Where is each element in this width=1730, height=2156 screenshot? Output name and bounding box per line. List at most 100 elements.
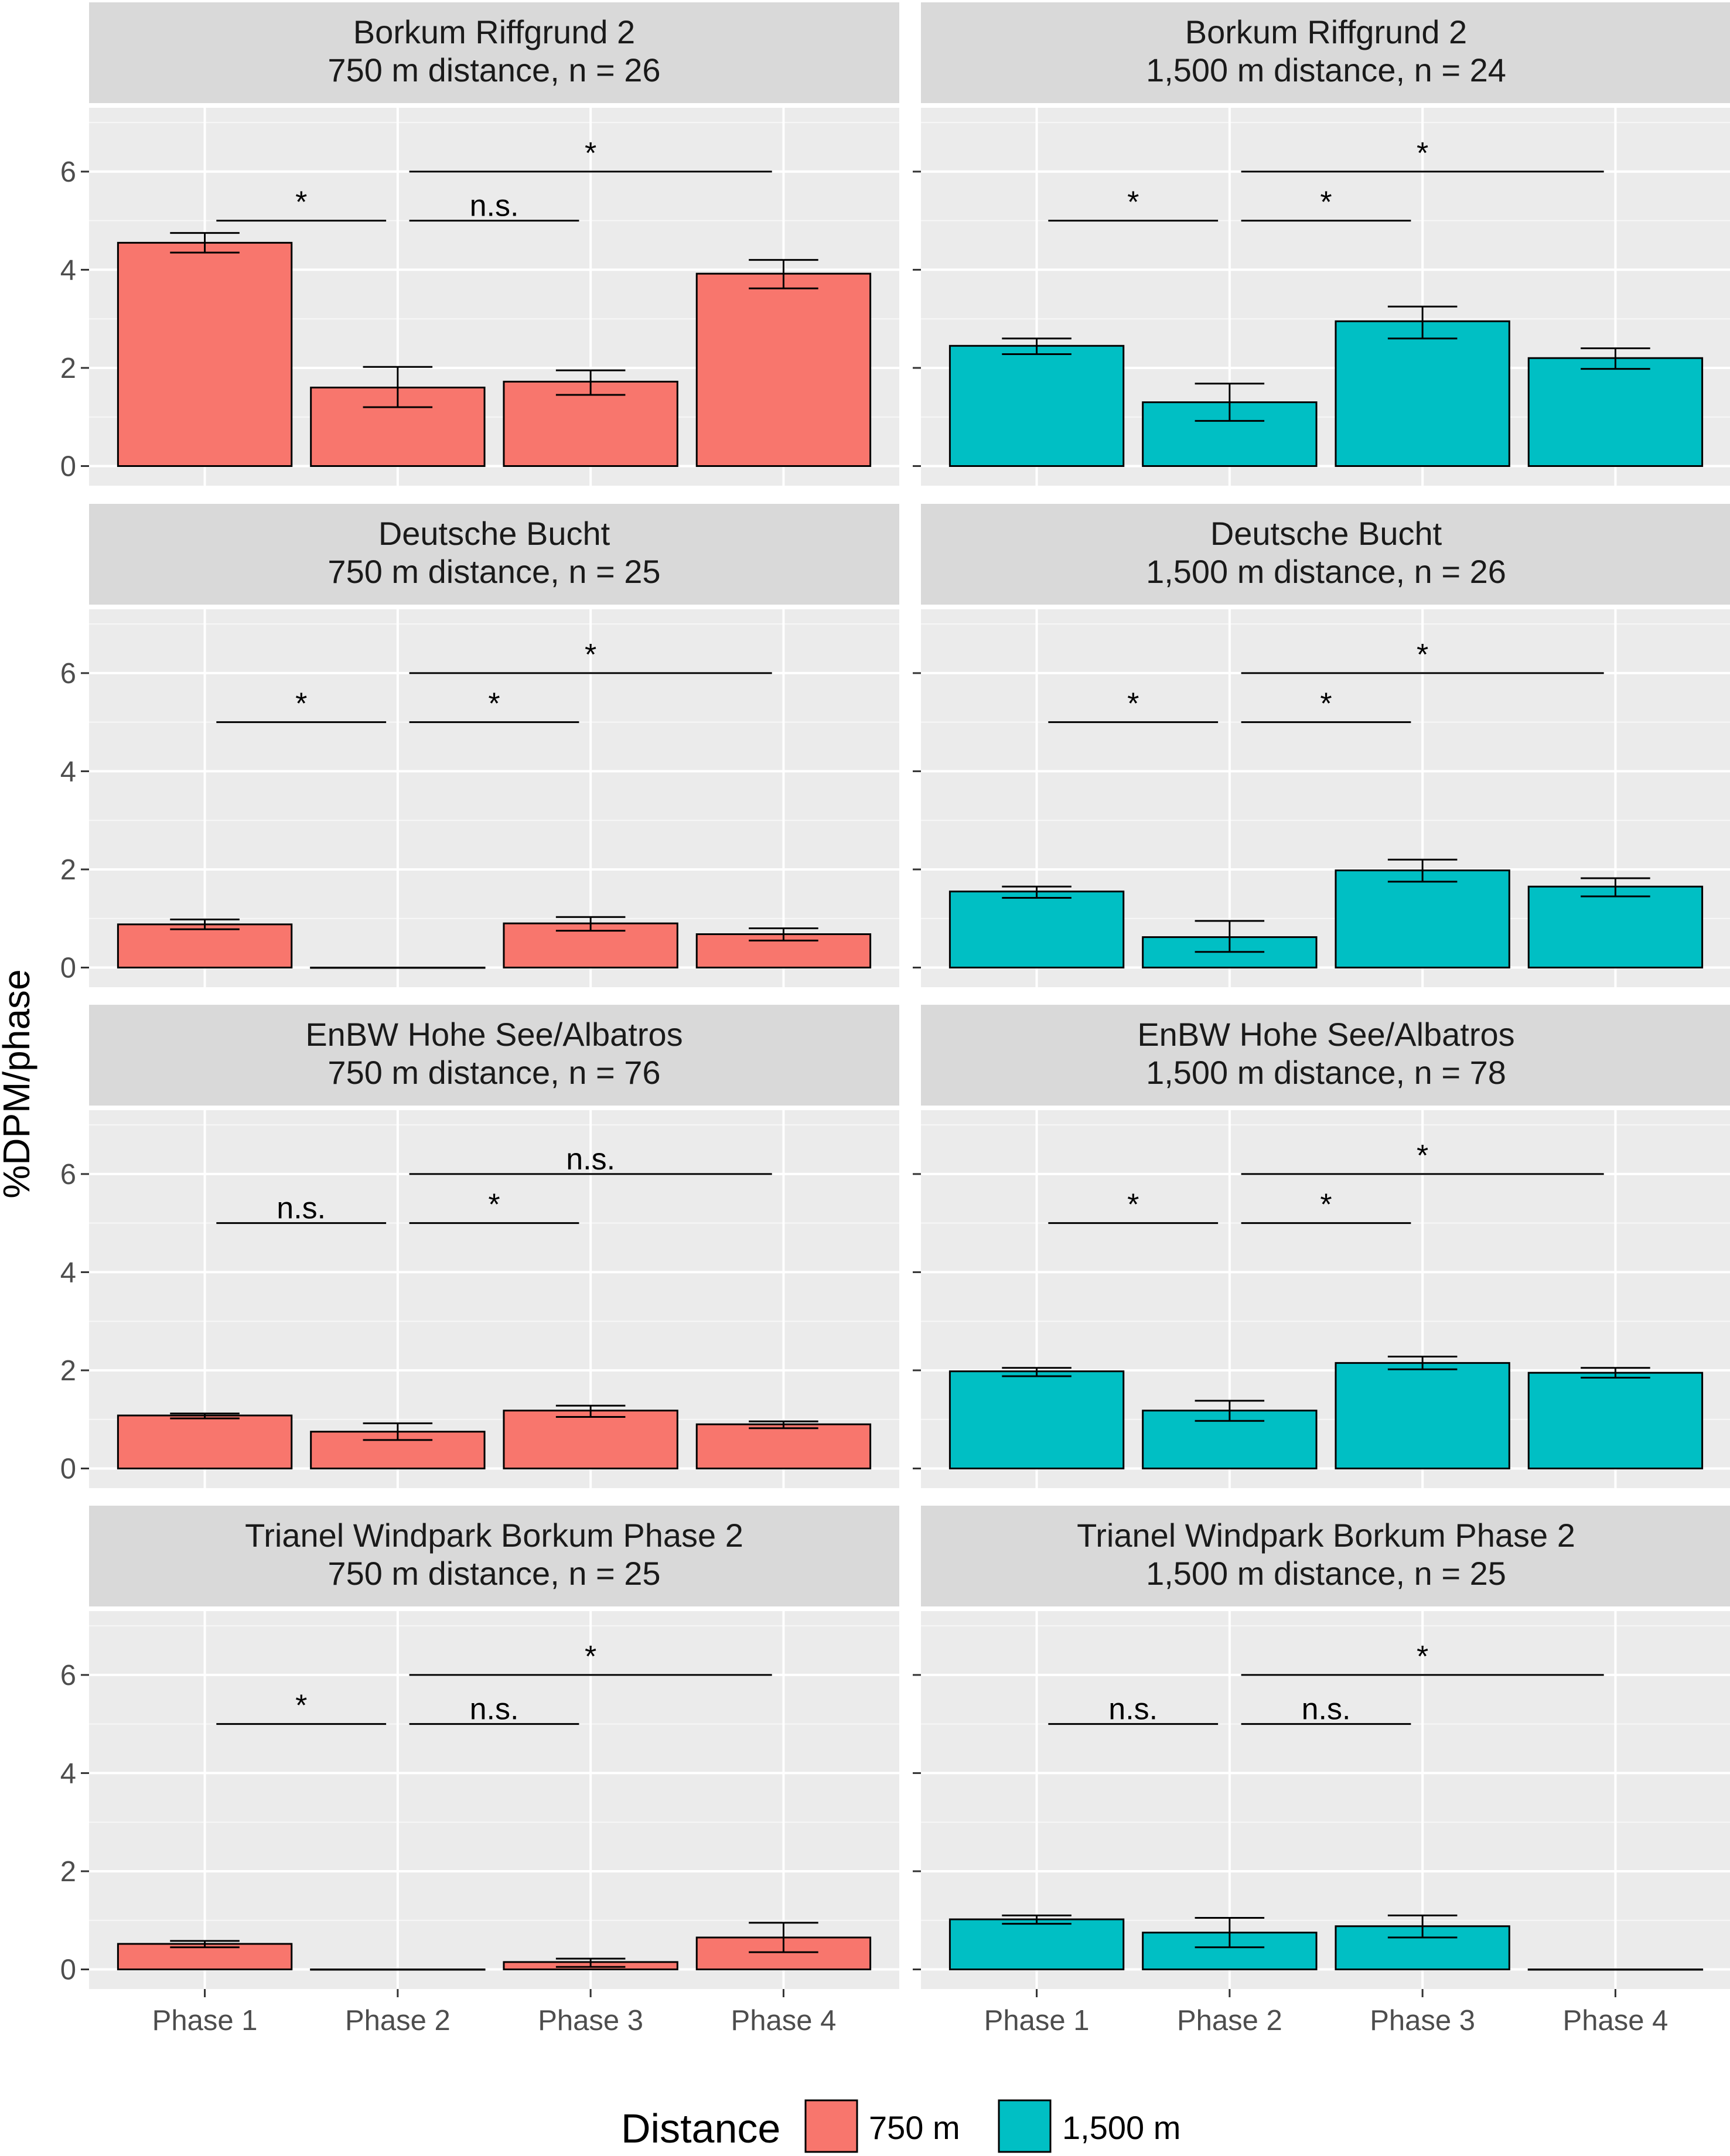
- panel-7-title-line2: 1,500 m distance, n = 25: [1146, 1555, 1506, 1592]
- panel-3-title-line1: Deutsche Bucht: [1210, 515, 1442, 552]
- panel-0-sig-label-1: *: [295, 186, 307, 220]
- x-tick-label: Phase 3: [1370, 2005, 1475, 2036]
- panel-3-sig-label-2: *: [1320, 687, 1332, 721]
- y-tick-label: 6: [60, 156, 76, 188]
- panel-4-sig-label-2: *: [488, 1188, 500, 1222]
- panel-0-bar-4: [695, 272, 872, 467]
- panel-1: Borkum Riffgrund 21,500 m distance, n = …: [913, 2, 1730, 486]
- panel-1-sig-label-2: *: [1320, 186, 1332, 220]
- panel-5-bar-3: [1335, 1362, 1510, 1469]
- y-tick-label: 4: [60, 1257, 76, 1288]
- panel-4-bar-4: [695, 1423, 872, 1469]
- x-tick-label: Phase 3: [538, 2005, 643, 2036]
- panel-0-bar-1: [117, 241, 293, 467]
- panel-3-bar-4: [1527, 885, 1704, 968]
- legend-key-1: [804, 2099, 858, 2153]
- panel-4-sig-label-1: n.s.: [277, 1192, 326, 1226]
- panel-4-title-line1: EnBW Hohe See/Albatros: [305, 1016, 683, 1053]
- panel-6-bar-2: [310, 1968, 486, 1971]
- panel-4-bar-3: [503, 1410, 678, 1469]
- panel-4-title-line2: 750 m distance, n = 76: [327, 1054, 660, 1091]
- panel-6-plot-background: [89, 1611, 899, 1989]
- panel-5-title-line1: EnBW Hohe See/Albatros: [1137, 1016, 1514, 1053]
- panel-0-title-line1: Borkum Riffgrund 2: [353, 13, 635, 50]
- panel-2-title-line1: Deutsche Bucht: [378, 515, 610, 552]
- y-tick-label: 6: [60, 1660, 76, 1691]
- panel-3-bar-3: [1335, 869, 1510, 968]
- panel-3-strip: [921, 504, 1730, 605]
- y-tick-label: 6: [60, 1159, 76, 1190]
- panel-5-strip: [921, 1005, 1730, 1106]
- x-tick-label: Phase 2: [345, 2005, 451, 2036]
- panel-2-bar-2: [310, 966, 486, 969]
- panel-6-sig-label-2: n.s.: [470, 1693, 519, 1727]
- y-tick-label: 2: [60, 854, 76, 886]
- y-tick-label: 4: [60, 254, 76, 286]
- panel-0-strip: [89, 2, 899, 103]
- panel-0-sig-label-3: *: [585, 137, 596, 170]
- panel-2-sig-label-2: *: [488, 687, 500, 721]
- panel-5-sig-label-1: *: [1127, 1188, 1139, 1222]
- panel-7-bar-1: [948, 1918, 1125, 1970]
- y-axis-title: %DPM/phase: [0, 969, 37, 1198]
- y-tick-label: 4: [60, 1758, 76, 1789]
- legend-label-2: 1,500 m: [1062, 2109, 1180, 2146]
- panel-7-sig-label-2: n.s.: [1302, 1693, 1351, 1727]
- legend: Distance 750 m 1,500 m: [621, 2099, 1180, 2153]
- panel-0-sig-label-2: n.s.: [470, 189, 519, 223]
- legend-key-2: [998, 2099, 1052, 2153]
- panel-7-sig-label-1: n.s.: [1108, 1693, 1158, 1727]
- panel-1-title-line1: Borkum Riffgrund 2: [1185, 13, 1467, 50]
- y-tick-label: 2: [60, 1856, 76, 1888]
- x-tick-label: Phase 1: [984, 2005, 1090, 2036]
- y-tick-label: 2: [60, 1355, 76, 1387]
- panel-1-bar-3: [1335, 320, 1510, 467]
- panel-4-sig-label-3: n.s.: [566, 1142, 615, 1176]
- panel-2-strip: [89, 504, 899, 605]
- panel-0-title-line2: 750 m distance, n = 26: [327, 52, 660, 88]
- panel-5-bar-1: [948, 1370, 1125, 1469]
- x-tick-label: Phase 1: [152, 2005, 258, 2036]
- panel-5-sig-label-2: *: [1320, 1188, 1332, 1222]
- y-tick-label: 4: [60, 756, 76, 787]
- panel-3-sig-label-1: *: [1127, 687, 1139, 721]
- panel-5-sig-label-3: *: [1417, 1139, 1428, 1173]
- panel-3-bar-1: [948, 891, 1125, 968]
- panel-6-sig-label-1: *: [295, 1689, 307, 1723]
- y-tick-label: 6: [60, 658, 76, 690]
- panel-7-title-line1: Trianel Windpark Borkum Phase 2: [1077, 1517, 1575, 1554]
- panel-7-bar-4: [1527, 1968, 1704, 1971]
- panel-6-strip: [89, 1506, 899, 1606]
- panel-1-sig-label-1: *: [1127, 186, 1139, 220]
- panel-5-bar-4: [1527, 1372, 1704, 1469]
- panel-7-sig-label-3: *: [1417, 1640, 1428, 1674]
- panel-2-sig-label-3: *: [585, 638, 596, 672]
- legend-title: Distance: [621, 2106, 780, 2151]
- panel-1-strip: [921, 2, 1730, 103]
- panel-6-sig-label-3: *: [585, 1640, 596, 1674]
- panel-6-title-line2: 750 m distance, n = 25: [327, 1555, 660, 1592]
- panel-2-bar-1: [117, 923, 293, 968]
- x-tick-label: Phase 4: [1563, 2005, 1668, 2036]
- panel-1-title-line2: 1,500 m distance, n = 24: [1146, 52, 1506, 88]
- panel-1-bar-4: [1527, 357, 1704, 467]
- panel-1-bar-1: [948, 344, 1125, 467]
- panel-4-strip: [89, 1005, 899, 1106]
- y-tick-label: 0: [60, 952, 76, 984]
- y-tick-label: 2: [60, 353, 76, 384]
- panel-2-title-line2: 750 m distance, n = 25: [327, 553, 660, 590]
- panel-5-title-line2: 1,500 m distance, n = 78: [1146, 1054, 1506, 1091]
- x-tick-label: Phase 4: [731, 2005, 837, 2036]
- panel-3-sig-label-3: *: [1417, 638, 1428, 672]
- panel-7: Trianel Windpark Borkum Phase 21,500 m d…: [913, 1506, 1730, 2036]
- panel-2-sig-label-1: *: [295, 687, 307, 721]
